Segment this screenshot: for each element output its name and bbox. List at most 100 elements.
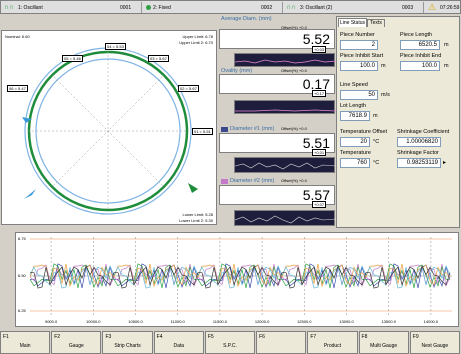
fkey-3[interactable]: F3 Strip Charts xyxy=(102,331,153,354)
meas-value: 5.52 xyxy=(302,31,330,47)
unit-label: m xyxy=(444,42,449,48)
temperature-field[interactable]: 760 xyxy=(340,158,370,168)
inhibit-start-label: Piece Inhibit Start xyxy=(340,53,384,59)
meas-title: Diameter #1 (mm) xyxy=(230,126,275,132)
fkey-number: F4 xyxy=(156,334,163,340)
value-display: 5.57 xyxy=(219,185,335,205)
fkey-9[interactable]: F9 Next Gauge xyxy=(409,331,460,354)
fixed-icon xyxy=(146,5,151,10)
fkey-number: F1 xyxy=(3,334,9,340)
strip-chart-canvas: 9000.0 10000.0 10500.0 11000.0 11500.0 12000.… xyxy=(18,236,452,324)
station-2[interactable]: 2: Fixed 0002 xyxy=(143,2,283,13)
fkey-label: Product xyxy=(323,343,342,349)
series-color-swatch xyxy=(221,179,228,184)
fkey-number: F2 xyxy=(54,334,61,340)
strip-chart: 9000.0 10000.0 10500.0 11000.0 11500.0 12000.… xyxy=(15,232,459,327)
y-tick-label: 6.50 xyxy=(18,273,27,278)
fkey-number: F8 xyxy=(361,334,368,340)
field-value: 0.98253119 xyxy=(406,160,438,166)
fkey-8[interactable]: F8 Multi Gauge xyxy=(358,331,409,354)
reading-06: 06 = 5.47 xyxy=(7,85,28,92)
reading-01: 01 = 5.51 xyxy=(192,128,213,135)
piece-number-field[interactable]: 2 xyxy=(340,40,378,50)
gauge-diagram xyxy=(22,47,198,215)
x-tick-label: 13000.0 xyxy=(339,319,354,324)
tab-label: Texts xyxy=(370,20,382,26)
oscillant-icon: ∩∩ xyxy=(286,4,297,11)
unit-label: m xyxy=(381,63,386,69)
average-diameter-block: Average Diam. (mm) Offset(%) +0.0 5.52 +… xyxy=(219,16,337,67)
tab-line-status[interactable]: Line Status xyxy=(338,18,367,27)
inhibit-end-field[interactable]: 100.0 xyxy=(400,61,440,71)
line-speed-label: Line Speed xyxy=(340,82,368,88)
shrink-coef-field[interactable]: 1.00006820 xyxy=(397,137,441,147)
line-speed-field[interactable]: 50 xyxy=(340,90,378,100)
station-3[interactable]: ∩∩ 3: Oscillant (2) 0003 xyxy=(284,2,424,13)
piece-length-field[interactable]: 6520.5 xyxy=(400,40,440,50)
fkey-number: F3 xyxy=(105,334,112,340)
tab-label: Line Status xyxy=(339,20,366,26)
x-tick-label: 11000.0 xyxy=(171,319,186,324)
meas-value: 5.57 xyxy=(302,187,330,203)
arrow-right-icon[interactable]: ▸ xyxy=(443,160,447,166)
lot-length-field[interactable]: 7618.9 xyxy=(340,111,370,121)
y-tick-label: 6.25 xyxy=(18,308,27,313)
ovality-block: Ovality (mm) Offset(%) +0.0 0.17 +0.17 xyxy=(219,68,337,118)
meas-title: Average Diam. (mm) xyxy=(221,16,272,22)
temperature-label: Temperature xyxy=(340,150,371,156)
station-1-code: 0001 xyxy=(120,5,132,11)
fkey-5[interactable]: F5 S.P.C. xyxy=(204,331,256,354)
unit-label: m/s xyxy=(381,92,390,98)
diameter-2-block: Diameter #2 (mm) Offset(%) +0.0 5.57 +0.… xyxy=(219,178,337,228)
tab-texts[interactable]: Texts xyxy=(367,19,385,27)
trend-series xyxy=(29,263,451,288)
x-tick-label: 10000.0 xyxy=(86,319,101,324)
station-1-label: 1: Oscillant xyxy=(18,5,43,11)
fkey-1[interactable]: F1 Main xyxy=(0,331,51,354)
series-color-swatch xyxy=(221,127,228,132)
delta-badge: +0.07 xyxy=(312,201,327,208)
fkey-number: F6 xyxy=(259,334,265,340)
y-tick-label: 6.75 xyxy=(18,236,27,241)
shrink-factor-field[interactable]: 0.98253119 xyxy=(397,158,441,168)
fkey-2[interactable]: F2 Gauge xyxy=(51,331,102,354)
field-value: 100.0 xyxy=(359,63,375,69)
upper-limit-label: Upper Limit: 6.78 xyxy=(182,34,213,39)
field-value: 1.00006820 xyxy=(406,139,438,145)
delta-badge: +0.03 xyxy=(312,46,327,53)
temp-offset-field[interactable]: 20 xyxy=(340,137,370,147)
station-3-label: 3: Oscillant (2) xyxy=(300,5,333,11)
reading-04: 04 = 5.53 xyxy=(105,43,126,50)
fkey-7[interactable]: F7 Product xyxy=(307,331,358,354)
fkey-6[interactable]: F6 xyxy=(256,331,307,354)
x-tick-label: 9000.0 xyxy=(45,319,58,324)
x-tick-label: 13500.0 xyxy=(381,319,396,324)
trend-strip xyxy=(234,157,337,173)
inhibit-start-field[interactable]: 100.0 xyxy=(340,61,378,71)
station-1[interactable]: ∩∩ 1: Oscillant 0001 xyxy=(2,2,142,13)
field-value: 50 xyxy=(368,92,375,98)
meas-title: Ovality (mm) xyxy=(221,68,253,74)
reading-02: 02 = 5.67 xyxy=(178,85,199,92)
trend-strip xyxy=(234,210,337,226)
unit-label: °C xyxy=(373,160,380,166)
nominal-label: Nominal: 6.60 xyxy=(5,34,30,39)
lower-limit-label: Lower Limit: 5.28 xyxy=(182,212,213,217)
fkey-4[interactable]: F4 Data xyxy=(153,331,204,354)
reading-03: 03 = 5.67 xyxy=(148,55,169,62)
gauge-panel: Nominal: 6.60 Upper Limit: 6.78 Upper Li… xyxy=(1,30,217,225)
field-value: 100.0 xyxy=(421,63,437,69)
x-tick-label: 14000.0 xyxy=(424,319,439,324)
warning-icon[interactable]: ⚠ xyxy=(428,2,437,12)
status-bar: ∩∩ 1: Oscillant 0001 2: Fixed 0002 ∩∩ 3:… xyxy=(0,0,461,14)
oscillant-icon: ∩∩ xyxy=(4,4,15,11)
station-2-label: 2: Fixed xyxy=(153,5,171,11)
piece-number-label: Piece Number xyxy=(340,32,375,38)
field-value: 2 xyxy=(371,42,375,48)
field-value: 20 xyxy=(360,139,367,145)
inhibit-end-label: Piece Inhibit End xyxy=(400,53,442,59)
fkey-label: Main xyxy=(19,343,31,349)
fkey-number: F7 xyxy=(310,334,317,340)
lot-length-label: Lot Length xyxy=(340,103,366,109)
fkey-label: Multi Gauge xyxy=(370,343,398,349)
